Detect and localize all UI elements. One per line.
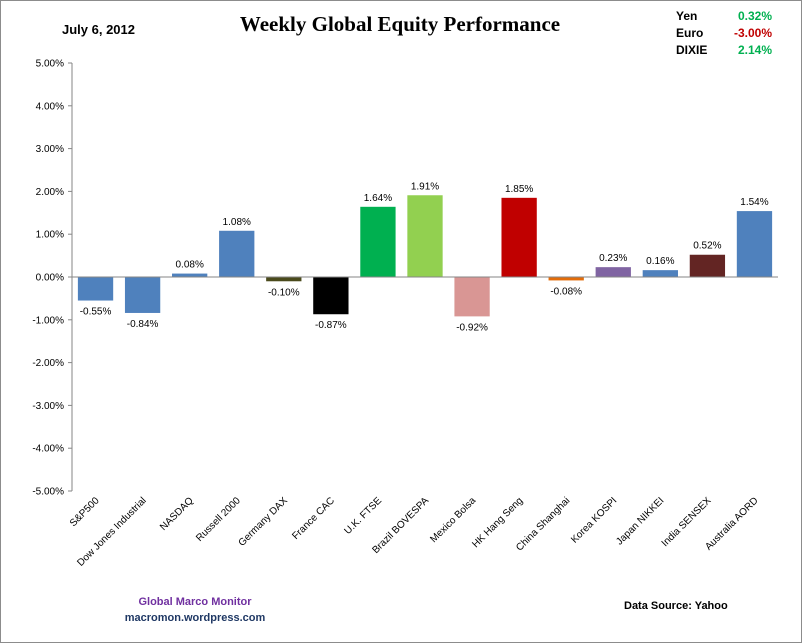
bar (77, 277, 114, 301)
y-tick-label: 4.00% (36, 101, 64, 112)
bar (454, 277, 490, 317)
x-category-label: France CAC (290, 495, 337, 542)
bar (172, 273, 208, 277)
x-category-label: Russell 2000 (194, 495, 243, 544)
y-tick-label: -5.00% (32, 487, 64, 498)
data-label: -0.10% (268, 287, 300, 298)
currency-row-yen: Yen 0.32% (676, 8, 776, 25)
y-tick-label: 0.00% (36, 273, 64, 284)
y-tick-label: 2.00% (36, 187, 64, 198)
data-label: -0.55% (80, 307, 112, 318)
data-label: -0.08% (550, 286, 582, 297)
data-label: 1.91% (411, 181, 439, 192)
data-label: -0.87% (315, 320, 347, 331)
bar (124, 277, 161, 313)
data-label: 1.64% (364, 193, 392, 204)
data-source: Data Source: Yahoo (624, 600, 728, 612)
y-tick-label: -4.00% (32, 444, 64, 455)
credit-block: Global Marco Monitor macromon.wordpress.… (115, 594, 275, 626)
data-label: -0.92% (456, 322, 488, 333)
bar (219, 230, 255, 277)
currency-value: -3.00% (733, 26, 772, 40)
x-category-label: NASDAQ (158, 495, 196, 533)
x-category-label: Germany DAX (237, 495, 291, 549)
x-category-label: Mexico Bolsa (428, 495, 478, 545)
currency-name: Yen (676, 9, 698, 23)
data-label: 0.16% (646, 256, 674, 267)
currency-name: Euro (676, 26, 704, 40)
credit-line-url: macromon.wordpress.com (124, 612, 266, 624)
chart-date: July 6, 2012 (62, 22, 135, 37)
bar (360, 206, 396, 277)
data-label: 0.08% (175, 260, 203, 271)
bar (313, 277, 349, 315)
y-tick-label: 3.00% (36, 144, 64, 155)
data-label: 0.23% (599, 253, 627, 264)
y-tick-label: -3.00% (32, 401, 64, 412)
currency-value: 0.32% (737, 9, 772, 23)
currency-name: DIXIE (676, 43, 708, 57)
data-label: 1.08% (223, 217, 251, 228)
data-label: 1.85% (505, 184, 533, 195)
bar (736, 211, 773, 277)
currency-row-euro: Euro -3.00% (676, 25, 776, 42)
y-tick-label: 5.00% (36, 59, 64, 70)
bar (501, 197, 537, 277)
bar (407, 195, 443, 277)
credit-line-name: Global Marco Monitor (138, 596, 252, 608)
x-category-label: Korea KOSPI (569, 495, 619, 545)
y-tick-label: -2.00% (32, 358, 64, 369)
bar (595, 267, 631, 277)
currency-value: 2.14% (737, 43, 772, 57)
x-category-label: India SENSEX (660, 495, 714, 549)
chart-title: Weekly Global Equity Performance (239, 12, 561, 36)
bar (548, 277, 584, 281)
y-tick-label: -1.00% (32, 315, 64, 326)
y-tick-label: 1.00% (36, 230, 64, 241)
bar (642, 270, 678, 277)
bar (266, 277, 302, 282)
data-label: 1.54% (740, 197, 768, 208)
currency-table: Yen 0.32% Euro -3.00% DIXIE 2.14% (676, 8, 776, 59)
x-category-label: Japan NIKKEI (614, 495, 666, 547)
x-category-label: S&P500 (68, 495, 102, 529)
currency-row-dixie: DIXIE 2.14% (676, 42, 776, 59)
bar (689, 254, 726, 277)
data-label: -0.84% (127, 319, 159, 330)
x-category-label: U.K. FTSE (342, 495, 384, 537)
data-label: 0.52% (693, 241, 721, 252)
